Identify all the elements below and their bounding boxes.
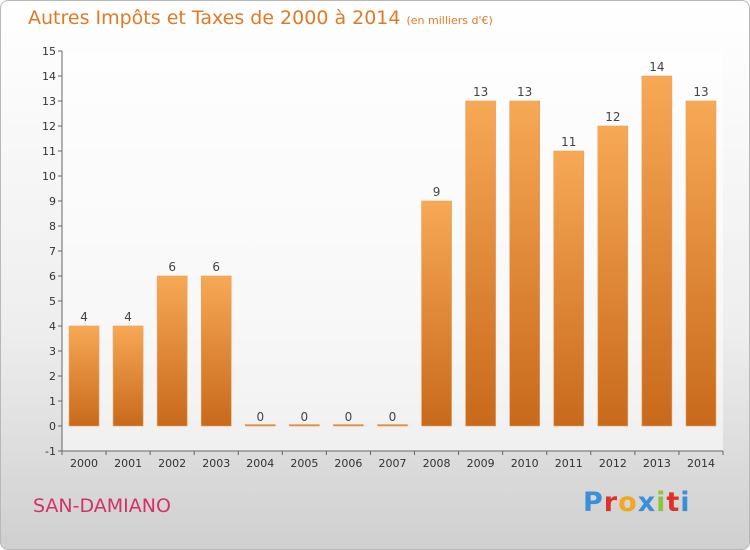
data-label-2001: 4 [124, 310, 132, 324]
data-label-2011: 11 [561, 135, 576, 149]
y-tick-label: 15 [42, 45, 56, 58]
y-tick-label: 7 [49, 245, 56, 258]
bar-2000 [68, 325, 100, 427]
x-tick-label-2004: 2004 [246, 457, 274, 470]
logo-letter: x [637, 487, 657, 518]
x-tick-label-2007: 2007 [379, 457, 407, 470]
y-tick-label: 6 [49, 270, 56, 283]
bar-2012 [597, 125, 629, 427]
x-tick-label-2014: 2014 [687, 457, 715, 470]
y-tick-label: 3 [49, 345, 56, 358]
data-label-2000: 4 [80, 310, 88, 324]
x-tick-label-2001: 2001 [114, 457, 142, 470]
bar-2004 [245, 424, 276, 427]
data-label-2007: 0 [389, 410, 397, 424]
logo-letter: i [656, 487, 667, 518]
bar-2003 [200, 275, 232, 427]
y-tick-label: 12 [42, 120, 56, 133]
chart-title: Autres Impôts et Taxes de 2000 à 2014 (en… [28, 7, 493, 29]
y-tick-label: 8 [49, 220, 56, 233]
bar-2011 [553, 150, 585, 427]
chart-title-unit: (en milliers d'€) [406, 14, 493, 27]
x-tick-label-2003: 2003 [202, 457, 230, 470]
y-tick-label: 10 [42, 170, 56, 183]
x-tick-label-2011: 2011 [555, 457, 583, 470]
y-tick-label: 4 [49, 320, 56, 333]
logo-letter: r [603, 487, 619, 518]
x-tick-label-2000: 2000 [70, 457, 98, 470]
data-label-2012: 12 [605, 110, 620, 124]
logo-letter: t [666, 487, 681, 518]
x-tick-label-2010: 2010 [511, 457, 539, 470]
data-label-2004: 0 [256, 410, 264, 424]
commune-name: SAN-DAMIANO [33, 495, 171, 517]
logo-letter: P [583, 487, 604, 518]
bar-2014 [685, 100, 717, 427]
data-label-2008: 9 [433, 185, 441, 199]
bar-2006 [333, 424, 364, 427]
y-tick-label: 1 [49, 395, 56, 408]
x-tick-label-2008: 2008 [423, 457, 451, 470]
y-tick-label: 11 [42, 145, 56, 158]
data-label-2013: 14 [649, 60, 664, 74]
data-label-2003: 6 [212, 260, 220, 274]
logo-letter: o [618, 487, 638, 518]
data-label-2005: 0 [301, 410, 309, 424]
y-tick-label: 5 [49, 295, 56, 308]
data-label-2002: 6 [168, 260, 176, 274]
x-tick-label-2005: 2005 [290, 457, 318, 470]
data-label-2010: 13 [517, 85, 532, 99]
chart-title-main: Autres Impôts et Taxes de 2000 à 2014 [28, 7, 401, 29]
x-tick-label-2012: 2012 [599, 457, 627, 470]
y-tick-label: 13 [42, 95, 56, 108]
y-tick-label: 2 [49, 370, 56, 383]
data-label-2009: 13 [473, 85, 488, 99]
x-tick-label-2013: 2013 [643, 457, 671, 470]
bar-2005 [289, 424, 320, 427]
bar-2008 [421, 200, 452, 427]
bar-2010 [509, 100, 541, 427]
bar-2009 [465, 100, 496, 427]
bar-2001 [112, 325, 144, 427]
x-tick-label-2002: 2002 [158, 457, 186, 470]
y-tick-label: 9 [49, 195, 56, 208]
proxiti-logo: Proxiti [583, 487, 691, 518]
bar-2013 [641, 75, 673, 427]
bar-2002 [156, 275, 188, 427]
y-tick-label: 0 [49, 420, 56, 433]
data-label-2006: 0 [345, 410, 353, 424]
x-tick-label-2009: 2009 [467, 457, 495, 470]
y-tick-label: 14 [42, 70, 56, 83]
y-tick-label: -1 [45, 445, 56, 458]
x-tick-label-2006: 2006 [334, 457, 362, 470]
bar-2007 [377, 424, 408, 427]
data-label-2014: 13 [693, 85, 708, 99]
logo-letter: i [680, 487, 691, 518]
